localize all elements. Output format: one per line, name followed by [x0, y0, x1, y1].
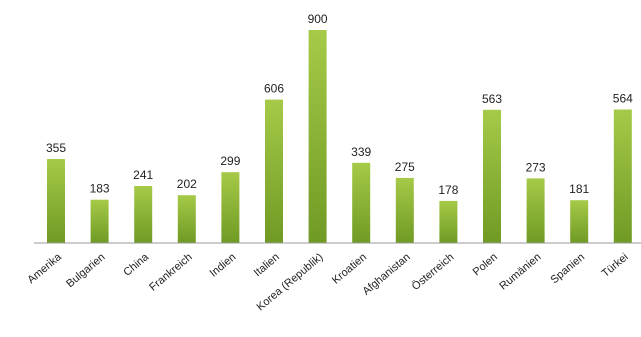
bar-5 [265, 99, 283, 243]
bar-9 [439, 200, 458, 243]
category-label-10: Polen [471, 251, 500, 278]
data-label-11: 273 [526, 160, 546, 174]
category-label-8: Afghanistan [361, 251, 413, 298]
data-label-8: 275 [395, 160, 415, 174]
category-label-13: Türkei [600, 251, 631, 280]
data-label-0: 355 [46, 141, 66, 155]
data-label-3: 202 [177, 177, 197, 191]
bar-6 [308, 30, 327, 243]
category-label-0: Amerika [25, 251, 64, 287]
data-label-5: 606 [264, 82, 284, 96]
category-label-5: Italien [252, 251, 282, 279]
data-label-4: 299 [220, 154, 240, 168]
category-label-9: Österreich [410, 251, 457, 293]
category-label-1: Bulgarien [64, 251, 107, 290]
bar-7 [352, 162, 371, 243]
data-label-2: 241 [133, 168, 153, 182]
category-label-12: Spanien [548, 251, 587, 286]
bar-1 [90, 199, 109, 243]
data-label-6: 900 [308, 12, 328, 26]
data-label-10: 563 [482, 92, 502, 106]
category-label-7: Kroatien [330, 251, 369, 287]
category-label-2: China [121, 251, 151, 279]
category-label-4: Indien [208, 251, 239, 279]
bar-11 [526, 178, 545, 243]
data-label-9: 178 [438, 183, 458, 197]
bar-0 [47, 159, 65, 243]
data-label-1: 183 [90, 182, 110, 196]
bar-3 [177, 195, 196, 243]
bar-2 [134, 186, 153, 243]
bar-12 [570, 200, 589, 243]
bar-13 [613, 109, 632, 243]
data-label-13: 564 [613, 92, 633, 106]
category-label-3: Frankreich [147, 251, 195, 294]
data-label-12: 181 [569, 182, 589, 196]
bar-8 [395, 177, 414, 243]
category-label-11: Rumänien [497, 251, 543, 292]
bar-4 [221, 172, 240, 243]
bar-10 [483, 109, 501, 243]
data-label-7: 339 [351, 145, 371, 159]
value-labels-group: 355 183 241 202 299 606 900 339 275 178 563 273 181 5… [46, 12, 633, 197]
bars-group [47, 30, 632, 243]
